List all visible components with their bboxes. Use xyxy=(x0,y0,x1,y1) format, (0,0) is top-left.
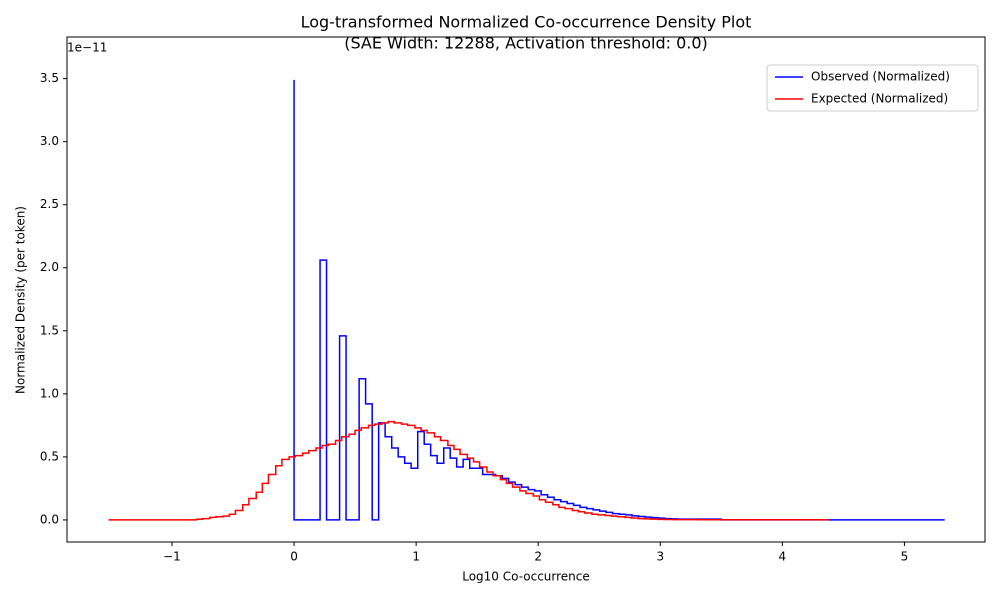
chart-title: Log-transformed Normalized Co-occurrence… xyxy=(301,13,752,32)
y-tick-label: 3.0 xyxy=(40,134,59,148)
y-offset-label: 1e−11 xyxy=(67,41,107,55)
x-tick-label: −1 xyxy=(163,550,181,564)
data-line xyxy=(293,79,945,521)
x-axis-label: Log10 Co-occurrence xyxy=(462,570,590,584)
x-tick-label: 1 xyxy=(412,550,420,564)
y-tick-label: 2.5 xyxy=(40,197,59,211)
y-tick-label: 0.5 xyxy=(40,449,59,463)
x-tick-label: 2 xyxy=(534,550,542,564)
y-tick-label: 1.5 xyxy=(40,323,59,337)
data-line xyxy=(108,420,830,521)
x-tick-label: 4 xyxy=(779,550,787,564)
legend-label: Observed (Normalized) xyxy=(811,70,950,84)
y-tick-label: 1.0 xyxy=(40,386,59,400)
x-tick-label: 0 xyxy=(290,550,298,564)
legend-box xyxy=(766,64,979,112)
y-tick-label: 3.5 xyxy=(40,71,59,85)
chart-subtitle: (SAE Width: 12288, Activation threshold:… xyxy=(344,34,708,53)
x-tick-label: 5 xyxy=(901,550,909,564)
plot-frame xyxy=(66,36,986,543)
y-tick-label: 2.0 xyxy=(40,260,59,274)
y-tick-label: 0.0 xyxy=(40,512,59,526)
x-tick-label: 3 xyxy=(656,550,664,564)
y-axis-label: Normalized Density (per token) xyxy=(14,206,28,394)
legend-label: Expected (Normalized) xyxy=(811,92,948,106)
